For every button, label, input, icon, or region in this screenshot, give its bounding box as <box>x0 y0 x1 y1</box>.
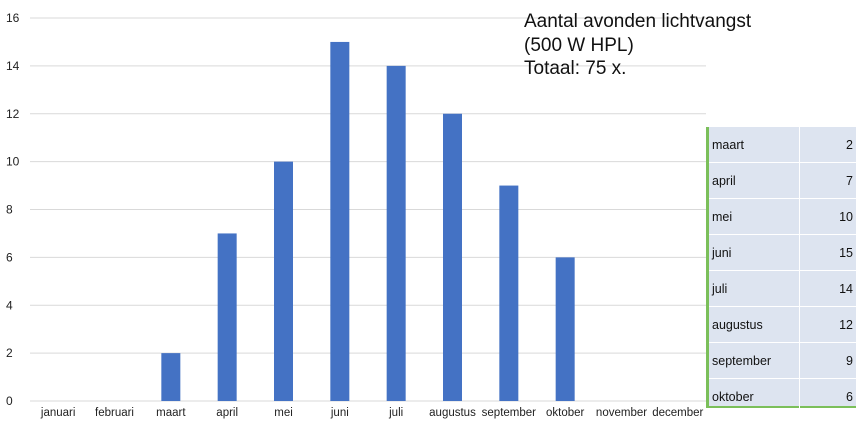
bar <box>217 233 237 401</box>
y-tick-label: 6 <box>6 250 13 264</box>
table-month-cell: augustus <box>709 306 800 343</box>
y-tick-label: 8 <box>6 203 13 217</box>
bar <box>161 353 181 401</box>
table-month-cell: april <box>709 162 800 199</box>
title-line-3: Totaal: 75 x. <box>524 58 627 79</box>
bar <box>330 41 350 401</box>
x-tick-label: juni <box>330 407 349 419</box>
x-tick-label: augustus <box>429 407 476 419</box>
table-value-cell: 2 <box>799 127 856 163</box>
bar <box>274 161 293 401</box>
table-month-cell: mei <box>709 198 800 235</box>
x-tick-label: februari <box>95 407 134 419</box>
table-month-cell: oktober <box>709 378 800 415</box>
data-table: maart 2 april 7 mei 10 juni 15 juli 14 augustus 12 s… <box>706 127 856 415</box>
table-month-cell: juli <box>709 270 800 307</box>
x-tick-label: september <box>482 407 537 419</box>
table-row: juli 14 <box>709 270 856 307</box>
table-row: augustus 12 <box>709 306 856 343</box>
y-tick-label: 10 <box>6 155 20 169</box>
table-row: mei 10 <box>709 198 856 235</box>
bar <box>499 185 519 401</box>
x-tick-label: oktober <box>546 407 585 419</box>
x-tick-label: december <box>652 407 703 419</box>
y-tick-label: 0 <box>6 394 13 408</box>
table-month-cell: september <box>709 342 800 379</box>
table-row: juni 15 <box>709 234 856 271</box>
table-month-cell: maart <box>709 127 800 163</box>
x-tick-label: juli <box>388 407 403 419</box>
table-month-cell: juni <box>709 234 800 271</box>
table-value-cell: 15 <box>799 234 856 271</box>
y-tick-label: 16 <box>6 11 20 25</box>
title-line-2: (500 W HPL) <box>524 34 634 56</box>
y-tick-label: 12 <box>6 107 20 121</box>
table-value-cell: 7 <box>799 162 856 199</box>
table-row: maart 2 <box>709 127 856 163</box>
x-tick-label: maart <box>156 407 186 419</box>
chart-title: Aantal avonden lichtvangst (500 W HPL) T… <box>524 10 751 81</box>
table-row: april 7 <box>709 162 856 199</box>
x-tick-label: november <box>596 407 647 419</box>
bar <box>555 257 575 401</box>
table-value-cell: 14 <box>799 270 856 307</box>
title-line-1: Aantal avonden lichtvangst <box>524 11 752 32</box>
x-tick-label: april <box>216 407 238 419</box>
y-tick-label: 4 <box>6 298 13 312</box>
table-value-cell: 10 <box>799 198 856 235</box>
table-value-cell: 12 <box>799 306 856 343</box>
table-value-cell: 6 <box>799 378 856 415</box>
bar <box>443 113 462 401</box>
table-value-cell: 9 <box>799 342 856 379</box>
x-tick-label: mei <box>274 407 293 419</box>
y-tick-label: 2 <box>6 346 13 360</box>
y-tick-label: 14 <box>6 59 20 73</box>
table-row: september 9 <box>709 342 856 379</box>
table-row: oktober 6 <box>709 378 856 415</box>
bar <box>386 65 406 401</box>
x-tick-label: januari <box>40 407 76 419</box>
